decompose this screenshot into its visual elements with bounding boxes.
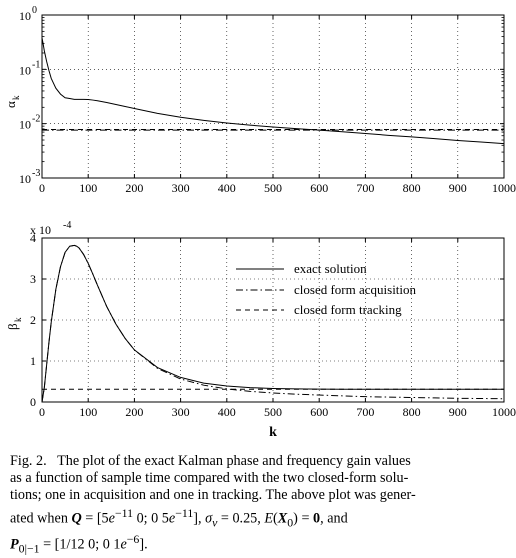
alpha-y-tick-exp: -1 [32, 59, 40, 70]
beta-x-tick-label: 0 [39, 405, 45, 419]
legend-label-tracking: closed form tracking [294, 302, 402, 317]
beta-y-tick-label: 3 [30, 272, 36, 286]
alpha-y-tick-exp: -2 [32, 114, 40, 125]
beta-x-tick-label: 100 [79, 405, 97, 419]
beta-y-label-main: β [5, 323, 20, 330]
alpha-x-tick-label: 1000 [492, 181, 516, 195]
caption-Q-symbol: Q [71, 510, 82, 527]
legend-label-acquisition: closed form acquisition [294, 282, 417, 297]
alpha-series-solid [41, 37, 505, 145]
alpha-y-tick-exp: -3 [32, 168, 40, 179]
beta-y-tick-label: 1 [30, 354, 36, 368]
beta-multiplier-base: x 10 [30, 223, 51, 237]
beta-x-label: k [269, 425, 277, 440]
beta-x-tick-label: 1000 [492, 405, 516, 419]
alpha-x-tick-label: 600 [310, 181, 328, 195]
caption-sigma-symbol: σ [205, 510, 213, 527]
beta-x-tick-label: 300 [172, 405, 190, 419]
alpha-x-tick-label: 500 [264, 181, 282, 195]
beta-y-tick-label: 2 [30, 313, 36, 327]
beta-y-multiplier: x 10 -4 [30, 220, 71, 237]
alpha-x-tick-label: 700 [356, 181, 374, 195]
beta-y-tick-label: 4 [30, 231, 36, 245]
beta-y-label: β k [5, 317, 23, 330]
alpha-x-tick-label: 200 [125, 181, 143, 195]
beta-x-tick-label: 800 [403, 405, 421, 419]
beta-grid [42, 238, 504, 402]
alpha-y-label-sub: k [11, 95, 21, 100]
caption-line-4: ated when Q = [5e−11 0; 0 5e−11], σv = 0… [10, 505, 348, 530]
beta-series-dash-dot [41, 244, 505, 403]
alpha-grid [42, 15, 504, 178]
beta-y-label-sub: k [13, 317, 23, 322]
alpha-series [41, 37, 505, 145]
alpha-y-tick-label: 10 [19, 172, 31, 186]
beta-x-ticks: 0 100 200 300 400 500 600 700 800 900 1000 [39, 238, 516, 419]
caption-line-5: P0|−1 = [1/12 0; 0 1e−6]. [10, 532, 148, 556]
caption-P-symbol: P [10, 537, 19, 554]
alpha-y-tick-label: 10 [19, 9, 31, 23]
beta-y-ticks: 0 1 2 3 4 [30, 231, 504, 409]
legend-label-exact: exact solution [294, 261, 367, 276]
beta-multiplier-exp: -4 [63, 220, 71, 231]
alpha-x-tick-label: 400 [218, 181, 236, 195]
alpha-x-ticks: 0 100 200 300 400 500 600 700 800 900 1000 [39, 15, 516, 195]
caption-line-1-text: The plot of the exact Kalman phase and f… [57, 453, 411, 469]
alpha-x-tick-label: 300 [172, 181, 190, 195]
beta-x-tick-label: 600 [310, 405, 328, 419]
beta-x-tick-label: 400 [218, 405, 236, 419]
beta-x-tick-label: 200 [125, 405, 143, 419]
alpha-y-label: α k [3, 95, 21, 108]
alpha-x-tick-label: 800 [403, 181, 421, 195]
beta-chart: 0 100 200 300 400 500 600 700 800 900 1000 0 1 2 3 4 x… [5, 220, 516, 440]
beta-x-tick-label: 500 [264, 405, 282, 419]
caption-fig-label: Fig. 2. [10, 453, 47, 469]
beta-legend: exact solution closed form acquisition c… [236, 261, 417, 317]
alpha-y-tick-label: 10 [19, 118, 31, 132]
alpha-y-tick-exp: 0 [32, 5, 37, 16]
alpha-x-tick-label: 100 [79, 181, 97, 195]
beta-x-tick-label: 900 [449, 405, 467, 419]
beta-y-tick-label: 0 [30, 395, 36, 409]
alpha-y-label-main: α [3, 101, 18, 108]
beta-series [41, 244, 505, 403]
figure-caption: Fig. 2. The plot of the exact Kalman pha… [10, 453, 510, 558]
caption-line-2: as a function of sample time compared wi… [10, 470, 409, 487]
caption-line-1: Fig. 2. The plot of the exact Kalman pha… [10, 453, 510, 470]
caption-line-3: tions; one in acquisition and one in tra… [10, 487, 416, 504]
beta-x-tick-label: 700 [356, 405, 374, 419]
alpha-y-tick-label: 10 [19, 63, 31, 77]
alpha-x-tick-label: 900 [449, 181, 467, 195]
alpha-x-tick-label: 0 [39, 181, 45, 195]
